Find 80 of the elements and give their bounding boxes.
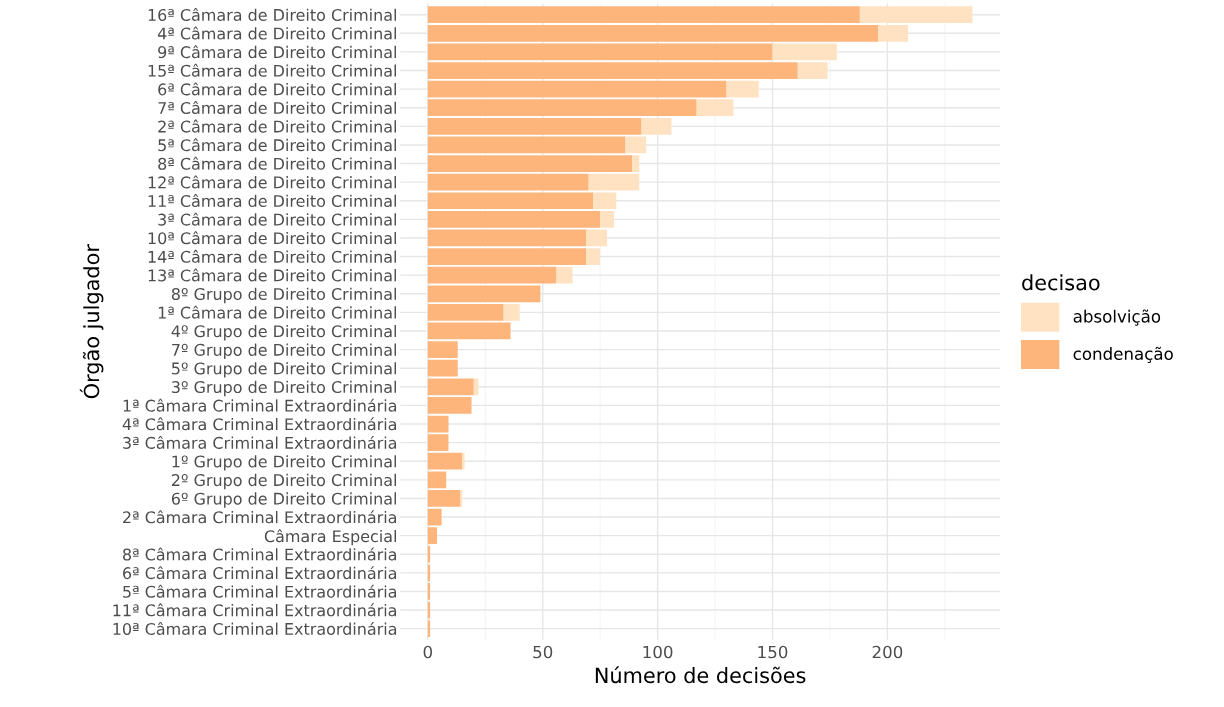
bar [427,24,879,42]
bar [427,117,642,135]
y-tick-label: 7º Grupo de Direito Criminal [172,343,396,359]
y-tick-label: 6ª Câmara de Direito Criminal [158,82,396,96]
x-tick-label: 0 [423,645,433,659]
bar [503,304,520,321]
y-tick-label: 4º Grupo de Direito Criminal [171,324,396,341]
bar [427,490,460,507]
y-tick-label: 10ª Câmara Criminal Extraordinária [113,621,397,635]
bar [797,62,828,79]
x-tick-label: 200 [872,645,903,659]
x-tick-label: 50 [533,645,553,659]
bar [427,304,504,321]
y-tick-label: 12ª Câmara de Direito Criminal [148,175,396,189]
x-axis-title: Número de decisões [595,666,806,684]
bar [696,99,734,117]
y-tick-label: 2ª Câmara de Direito Criminal [158,119,396,133]
x-tick-label: 150 [758,645,788,659]
bar [427,99,697,117]
y-tick-label: 3º Grupo de Direito Criminal [172,380,396,397]
y-tick-label: 3ª Câmara Criminal Extraordinária [123,435,397,449]
y-tick-label: 11ª Câmara Criminal Extraordinária [113,603,397,617]
bar [878,24,909,42]
y-tick-label: 8º Grupo de Direito Criminal [171,287,396,304]
y-tick-label: 8ª Câmara Criminal Extraordinária [123,547,397,561]
legend-label: condenação [1073,346,1173,363]
y-tick-label: 3ª Câmara de Direito Criminal [158,212,396,226]
bar [427,508,442,526]
y-tick-label: 2ª Câmara Criminal Extraordinária [123,510,397,524]
y-tick-label: 5ª Câmara de Direito Criminal [158,138,396,152]
bar [462,452,465,470]
y-tick-label: 5º Grupo de Direito Criminal [172,362,396,378]
y-tick-label: 1ª Câmara de Direito Criminal [158,305,396,319]
bar [427,341,458,358]
y-tick-label: 4ª Câmara de Direito Criminal [157,26,396,40]
bar [586,248,601,265]
bar [427,155,633,172]
y-tick-label: 9ª Câmara de Direito Criminal [158,45,396,59]
y-axis-title: Órgão julgador [79,244,104,399]
bar [427,6,860,24]
y-tick-label: 14ª Câmara de Direito Criminal [148,249,396,263]
bar [427,248,587,265]
bar [726,80,759,98]
bar [427,43,773,61]
y-tick-label: 6ª Câmara Criminal Extraordinária [123,566,397,580]
y-tick-label: 5ª Câmara Criminal Extraordinária [123,584,397,598]
bar [586,229,608,247]
bar [427,136,626,154]
bar [625,136,647,154]
y-tick-label: Câmara Especial [264,529,396,546]
y-tick-label: 15ª Câmara de Direito Criminal [148,63,396,77]
y-tick-label: 2º Grupo de Direito Criminal [171,473,396,490]
legend-title: decisao [1022,274,1100,291]
bar [427,434,449,451]
bar [427,397,472,414]
bar [427,322,511,340]
y-tick-label: 10ª Câmara de Direito Criminal [148,231,396,245]
y-tick-label: 8ª Câmara de Direito Criminal [158,156,396,170]
bar [641,117,672,135]
bar [600,210,614,228]
bar [556,266,573,284]
y-tick-label: 1ª Câmara Criminal Extraordinária [123,398,397,412]
x-tick-label: 100 [643,645,673,659]
y-tick-label: 11ª Câmara de Direito Criminal [148,194,396,208]
bar [427,527,438,545]
bar [427,210,601,228]
bar [427,62,798,79]
bar [859,6,973,24]
y-tick-label: 16ª Câmara de Direito Criminal [148,7,396,21]
y-tick-label: 1º Grupo de Direito Criminal [172,455,396,471]
bar [772,43,837,61]
y-tick-label: 7ª Câmara de Direito Criminal [158,101,396,115]
bar [427,80,727,98]
legend-label: absolvição [1073,309,1161,326]
bar [427,415,449,433]
y-tick-label: 4ª Câmara Criminal Extraordinária [122,417,397,431]
y-tick-label: 6º Grupo de Direito Criminal [171,492,396,508]
bar [427,229,587,247]
y-tick-label: 13ª Câmara de Direito Criminal [148,268,396,282]
bar [632,155,640,172]
